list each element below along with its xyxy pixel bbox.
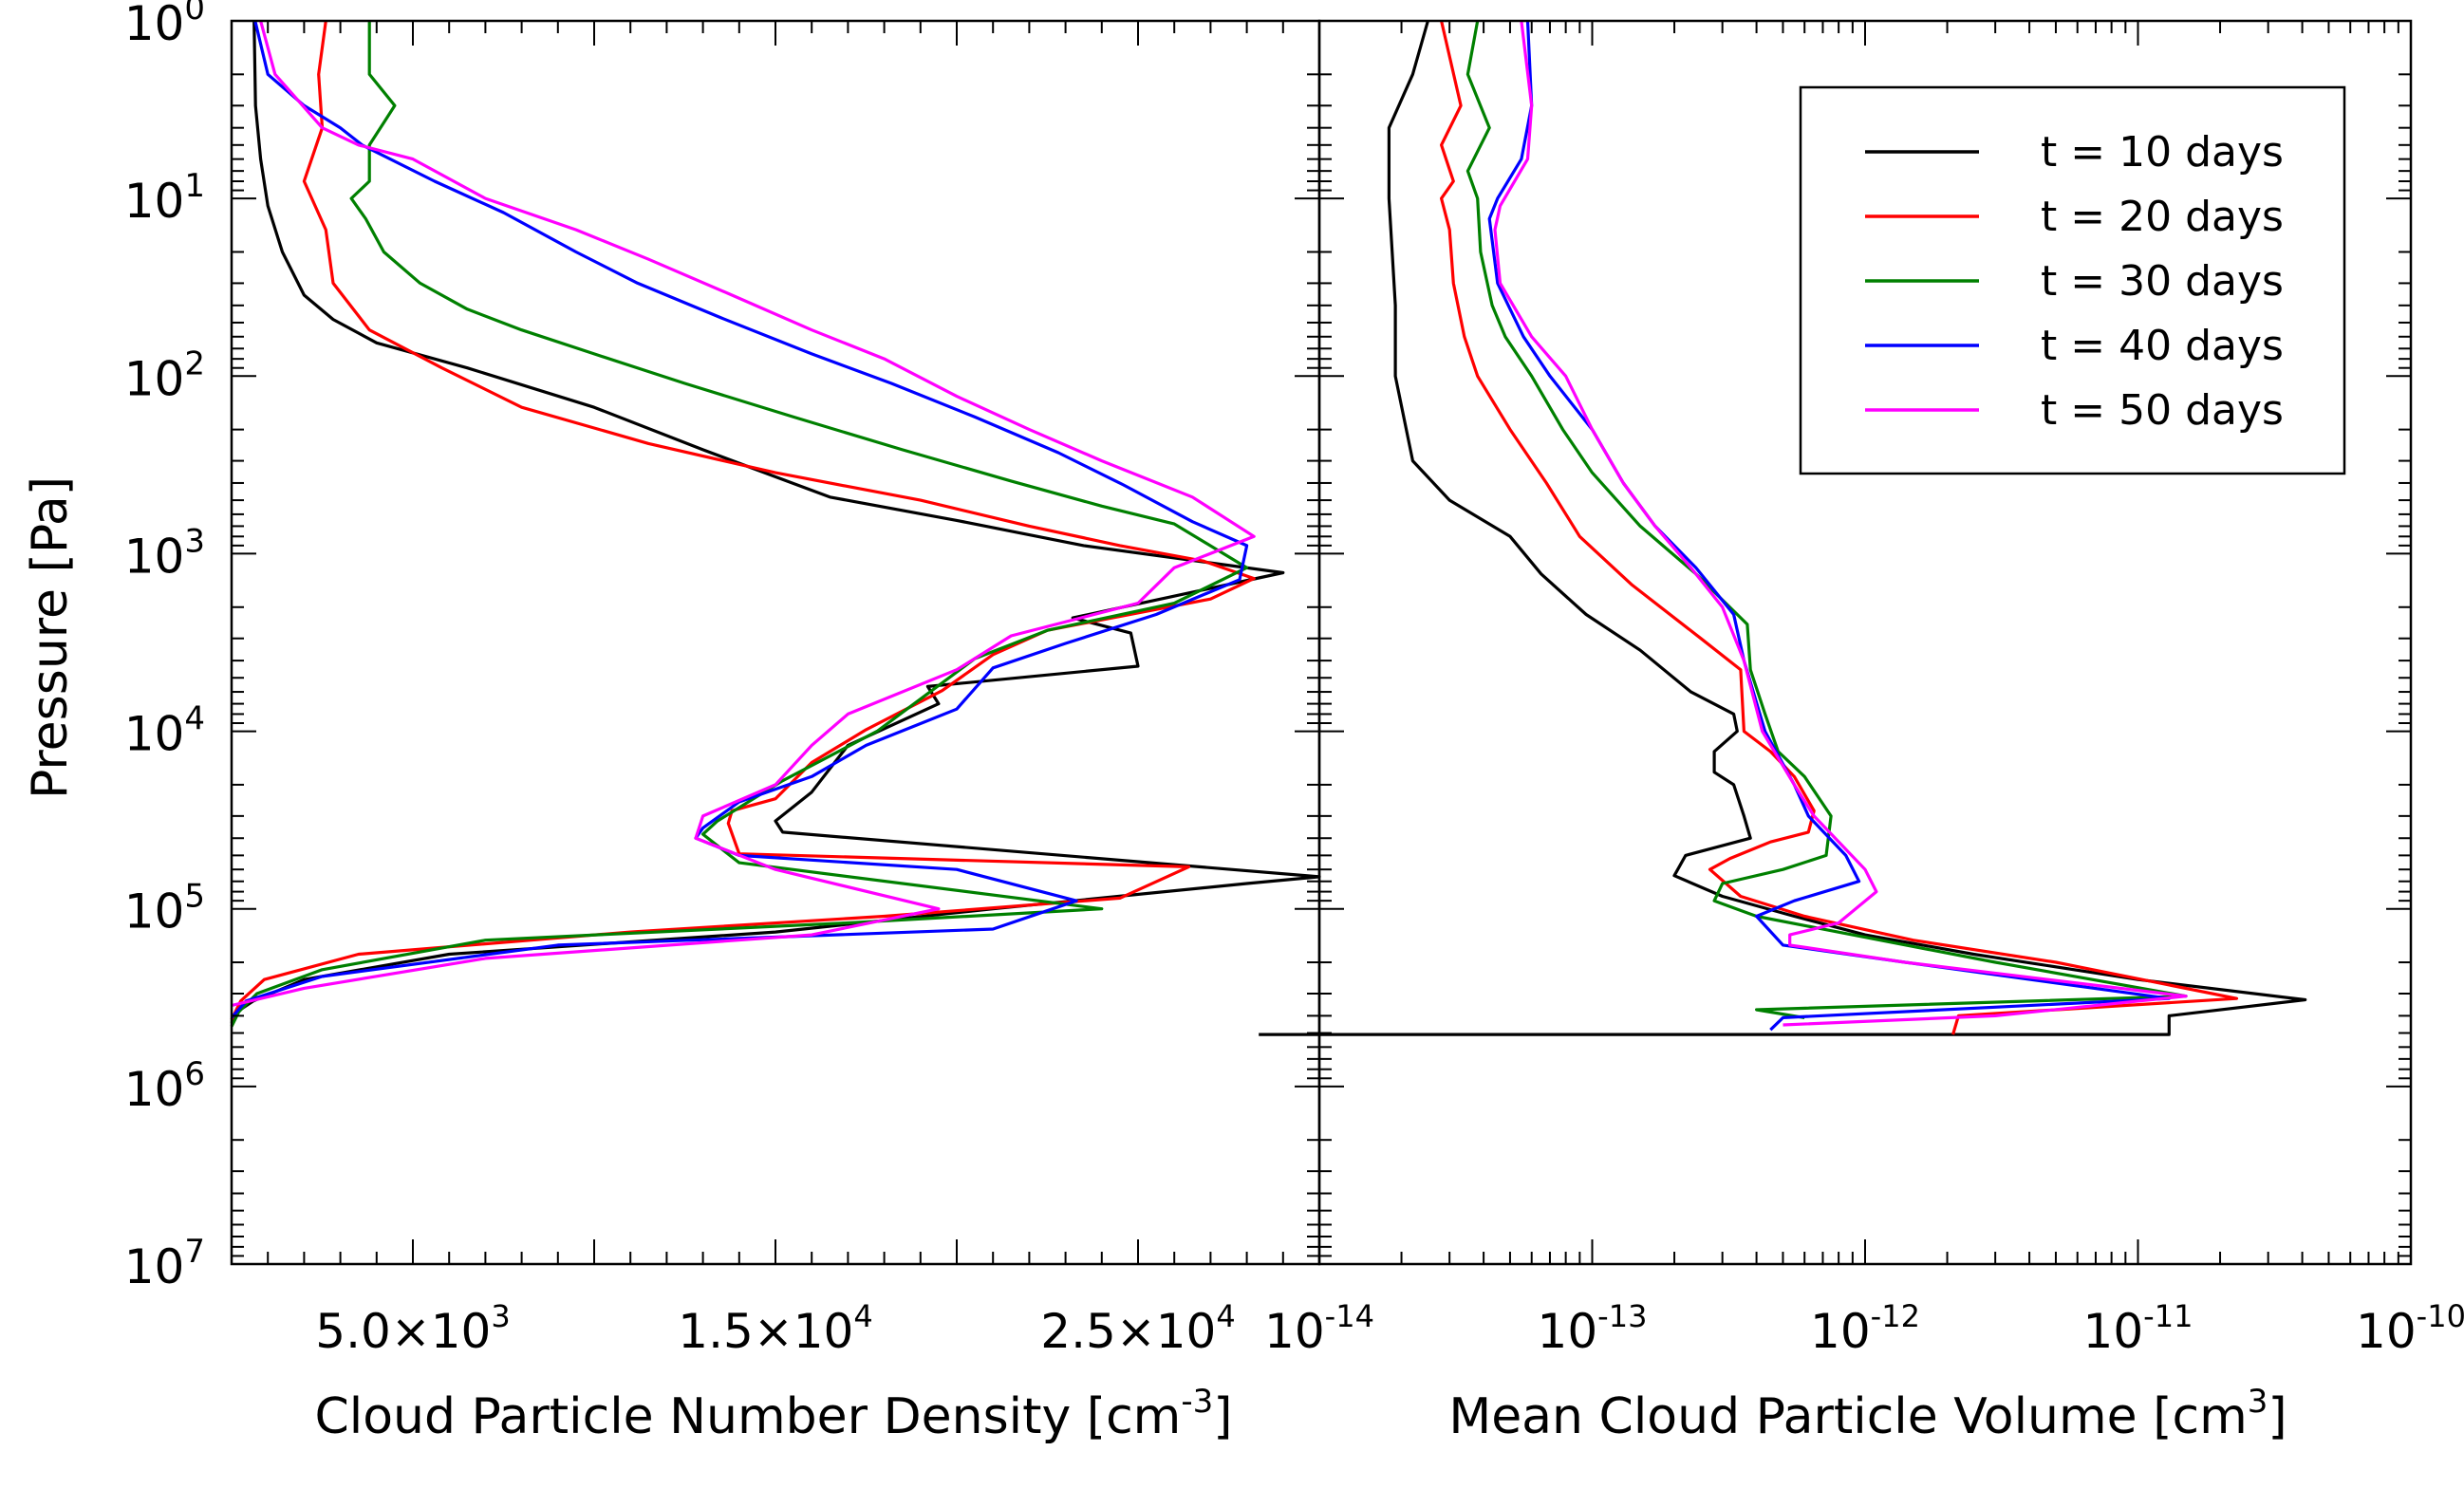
series-line-3-panel-1 — [230, 21, 1249, 1028]
legend-label: t = 20 days — [2041, 193, 2284, 241]
legend-label: t = 10 days — [2041, 128, 2284, 177]
x-tick-label: 10-11 — [2083, 1298, 2193, 1359]
legend-label: t = 50 days — [2041, 386, 2284, 435]
x-tick-label: 10-14 — [1264, 1298, 1374, 1359]
x-tick-label: 2.5×104 — [1040, 1298, 1235, 1359]
x-tick-label: 1.5×104 — [678, 1298, 872, 1359]
y-tick-label: 105 — [124, 878, 205, 940]
series-line-1-panel-1 — [230, 20, 1321, 1024]
series-line-3-panel-2 — [1465, 20, 2188, 1019]
series-line-5-panel-1 — [231, 20, 1256, 1008]
legend-label: t = 40 days — [2041, 322, 2284, 370]
y-tick-label: 100 — [124, 0, 205, 51]
y-tick-label: 104 — [124, 700, 205, 762]
plot-frame-1 — [230, 19, 1321, 1266]
x-tick-label: 10-12 — [1810, 1298, 1920, 1359]
series-line-5-panel-2 — [1493, 20, 2188, 1027]
series-line-2-panel-1 — [230, 20, 1256, 1021]
y-tick-label: 107 — [124, 1233, 205, 1294]
left-panel: 5.0×103 1.5×104 2.5×104 100 101 102 103 104 105 1… — [124, 0, 1321, 1359]
y-axis-label: Pressure [Pa] — [22, 476, 79, 799]
left-x-axis-label: Cloud Particle Number Density [cm-3] — [314, 1383, 1232, 1445]
series-line-4-panel-2 — [1487, 20, 2171, 1032]
y-tick-label: 102 — [124, 344, 205, 406]
series-line-2-panel-2 — [1440, 20, 2239, 1035]
y-tick-label: 101 — [124, 167, 205, 229]
right-panel: 10-14 10-13 10-12 10-11 10-10 — [1259, 19, 2464, 1359]
legend: t = 10 days t = 20 days t = 30 days t = 40 … — [1799, 85, 2346, 475]
series-line-4-panel-1 — [230, 20, 1249, 1019]
right-x-axis-label: Mean Cloud Particle Volume [cm3] — [1448, 1383, 2287, 1445]
x-tick-label: 10-10 — [2356, 1298, 2464, 1359]
x-tick-label: 5.0×103 — [315, 1298, 510, 1359]
x-tick-label: 10-13 — [1538, 1298, 1648, 1359]
y-tick-label: 103 — [124, 522, 205, 584]
y-tick-label: 106 — [124, 1055, 205, 1117]
legend-label: t = 30 days — [2041, 257, 2284, 306]
series-line-1-panel-2 — [1259, 20, 2307, 1036]
